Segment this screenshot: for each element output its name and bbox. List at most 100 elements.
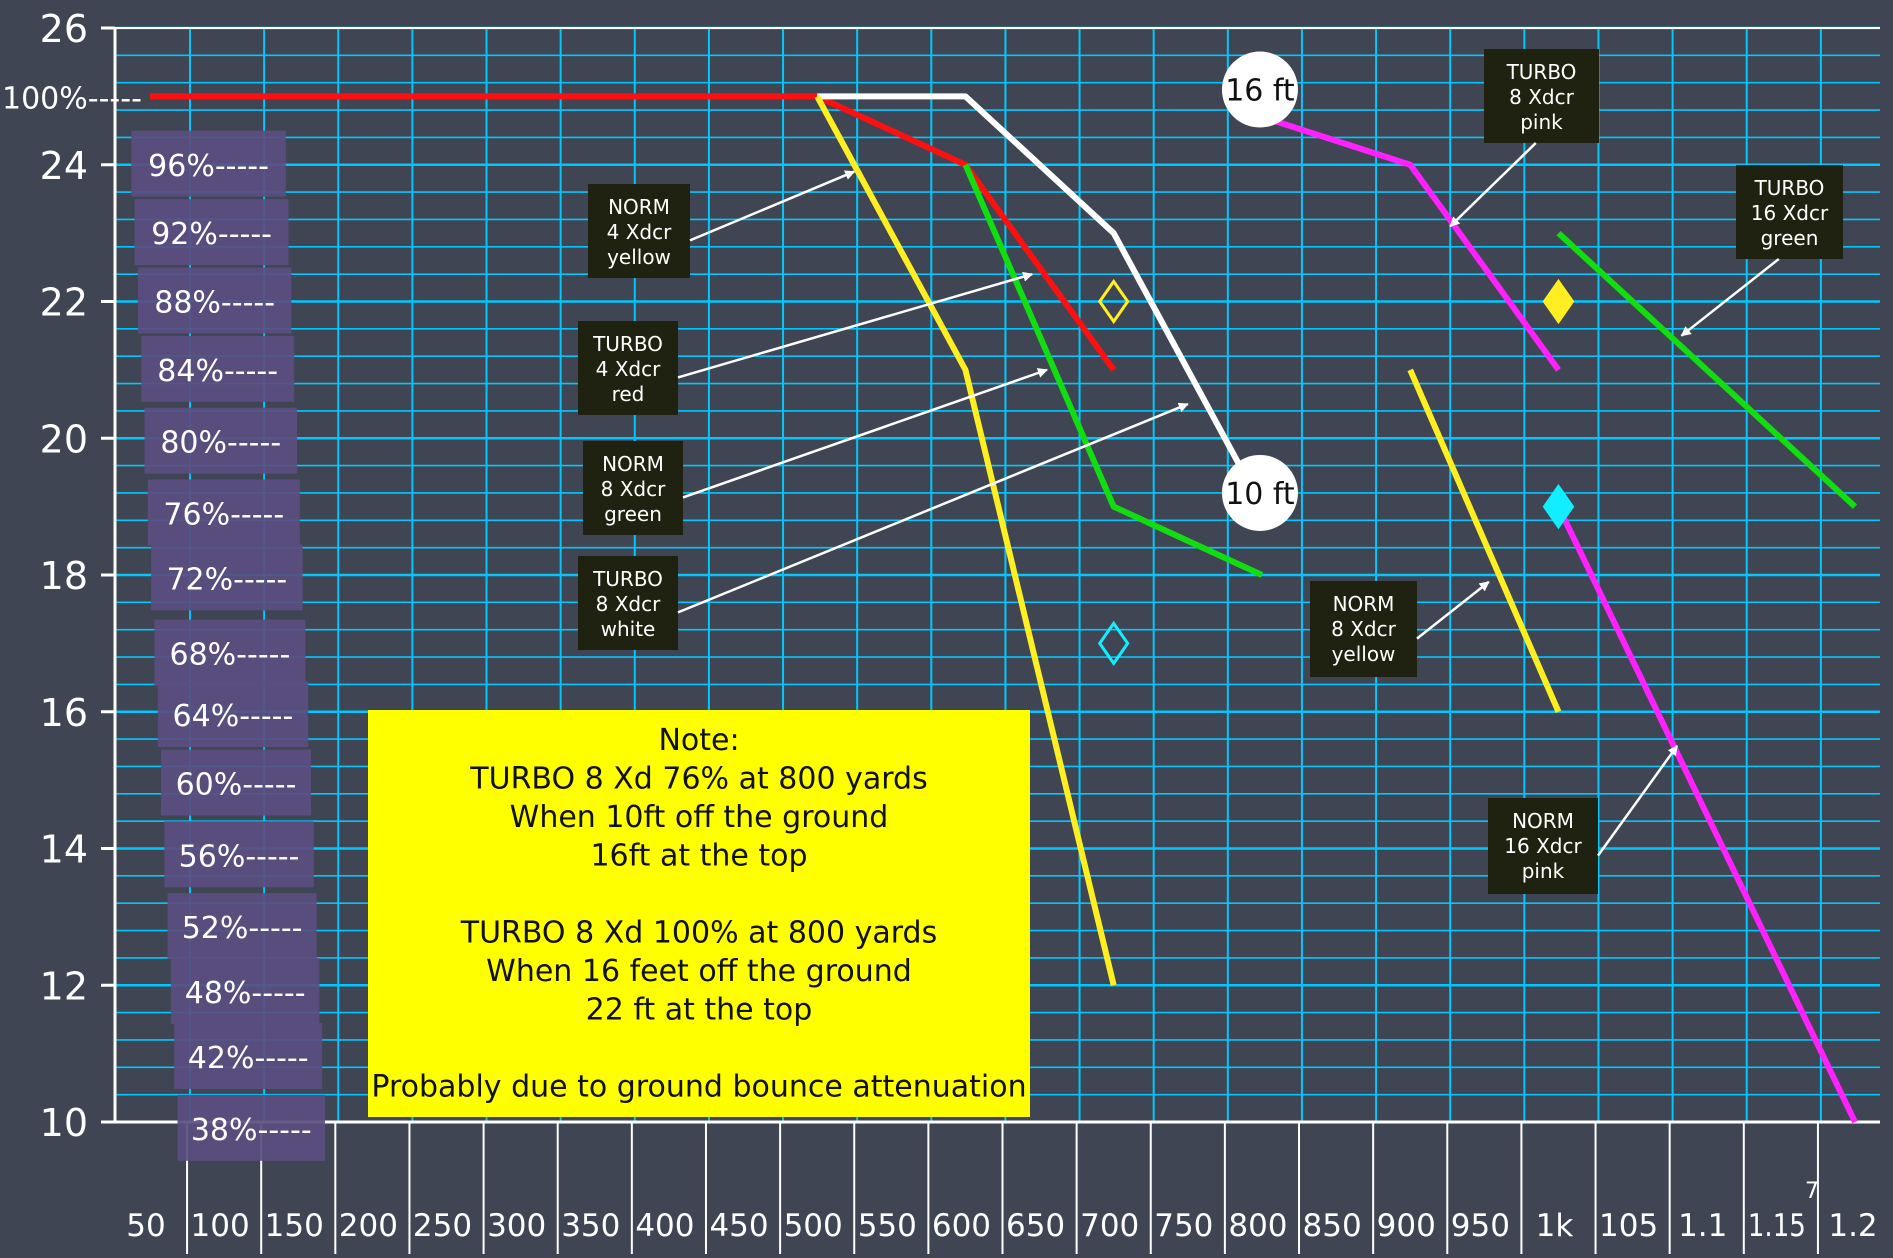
y-tick-label: 20: [40, 417, 88, 461]
annotation-text: 8 Xdcr: [601, 477, 666, 501]
annotation-box: [1488, 798, 1598, 894]
series-line-turbo8: [817, 93, 1265, 509]
annotation-arrow: [682, 368, 1048, 499]
x-tick-label: 450: [709, 1208, 768, 1244]
annotation-text: yellow: [1332, 642, 1396, 666]
x-tick-label: 900: [1377, 1208, 1436, 1244]
annotation-text: yellow: [607, 245, 671, 269]
annotation-box: [583, 441, 683, 535]
note-line: TURBO 8 Xd 100% at 800 yards: [460, 916, 937, 951]
percent-label-box: [137, 267, 292, 334]
percent-label-box: [170, 958, 320, 1025]
y-tick-label: 12: [40, 964, 88, 1008]
height-label: 10 ft: [1225, 477, 1295, 512]
y-tick-label: 14: [40, 828, 88, 872]
height-badge: [1221, 454, 1298, 531]
annotation-text: 16 Xdcr: [1751, 201, 1829, 225]
note-line: [694, 877, 704, 912]
x-tick-label: 400: [635, 1208, 694, 1244]
percent-label-box: [131, 130, 286, 197]
annotation-box: [578, 321, 678, 415]
percent-label-text: 92%-----: [151, 217, 272, 252]
series-line-norm16: [1555, 505, 1858, 1124]
percent-label-box: [177, 1094, 325, 1161]
note-line: 22 ft at the top: [586, 993, 813, 1028]
percent-label-box: [167, 893, 317, 960]
x-tick-label: 800: [1228, 1208, 1287, 1244]
series-line-norm8yellow: [1407, 368, 1562, 713]
diamond-marker: [1097, 620, 1130, 666]
percent-label-box: [144, 407, 297, 474]
percent-label-box: [161, 749, 311, 816]
percent-label-text: 56%-----: [179, 839, 300, 874]
note-line: When 16 feet off the ground: [486, 954, 912, 989]
annotation-text: pink: [1520, 110, 1563, 134]
percent-label-text: 38%-----: [191, 1113, 312, 1148]
height-labels: 16 ft 10 ft: [1221, 51, 1298, 531]
series-line-turbo4: [150, 93, 1117, 372]
annotation-arrow: [689, 170, 856, 242]
annotation-box: [1736, 165, 1843, 259]
series-line-turbo16: [1556, 230, 1858, 509]
annotation-text: NORM: [608, 195, 670, 219]
annotation-arrow: [1449, 142, 1537, 228]
annotation-text: TURBO: [1506, 60, 1577, 84]
annotation-arrow: [677, 402, 1189, 614]
percent-label-text: 42%-----: [188, 1041, 309, 1076]
y-tick-label: 22: [40, 281, 88, 325]
percent-label-text: 64%-----: [173, 699, 294, 734]
markers: [1097, 278, 1575, 666]
x-tick-label: 1.1: [1678, 1208, 1727, 1244]
percent-label-text: 88%-----: [154, 286, 275, 321]
note-line: TURBO 8 Xd 76% at 800 yards: [469, 762, 927, 797]
height-badge: [1221, 51, 1298, 128]
percent-labels: 100%-----96%----- 92%----- 88%----- 84%----…: [2, 81, 325, 1161]
annotation-text: TURBO: [1754, 176, 1825, 200]
annotation-arrow: [677, 271, 1034, 379]
x-tick-label: 650: [1006, 1208, 1065, 1244]
percent-label-text: 72%-----: [166, 562, 287, 597]
annotation-box: [1484, 49, 1599, 143]
annotation-arrow: [1416, 580, 1490, 640]
annotation-text: green: [604, 502, 662, 526]
x-tick-label: 50: [126, 1208, 165, 1244]
diamond-marker: [1542, 484, 1575, 530]
x-tick-label: 1.15: [1748, 1208, 1806, 1244]
annotation-text: green: [1761, 226, 1819, 250]
percent-label-text: 80%-----: [160, 426, 281, 461]
annotation-arrow: [1596, 745, 1679, 857]
percent-label-text: 76%-----: [163, 497, 284, 532]
series-line-turbo8pink: [1261, 114, 1561, 372]
y-tick-label: 16: [40, 691, 88, 735]
x-tick-label: 1.2: [1828, 1208, 1877, 1244]
annotation-text: 4 Xdcr: [596, 357, 661, 381]
annotation-arrow: [1680, 258, 1780, 337]
x-tick-label: 550: [858, 1208, 917, 1244]
annotation-text: TURBO: [592, 567, 663, 591]
x-tick-label: 1k: [1536, 1208, 1574, 1244]
percent-label-text: 48%-----: [185, 976, 306, 1011]
note-line: 16ft at the top: [590, 839, 807, 874]
diamond-marker: [1097, 278, 1130, 325]
annotation-box: [1310, 581, 1417, 677]
percent-label-box: [134, 199, 289, 266]
x-tick-label: 950: [1451, 1208, 1510, 1244]
x-tick-label: 500: [784, 1208, 843, 1244]
x-tick-label: 850: [1303, 1208, 1362, 1244]
x-tick-label: 150: [265, 1208, 324, 1244]
annotation-box: [588, 184, 690, 278]
x-tick-label: 200: [339, 1208, 398, 1244]
y-tick-label: 10: [40, 1101, 88, 1145]
x-tick-label: 750: [1154, 1208, 1213, 1244]
annotation-text: NORM: [1512, 809, 1574, 833]
series-line-norm4: [814, 94, 1117, 986]
annotation-text: 8 Xdcr: [1509, 85, 1574, 109]
